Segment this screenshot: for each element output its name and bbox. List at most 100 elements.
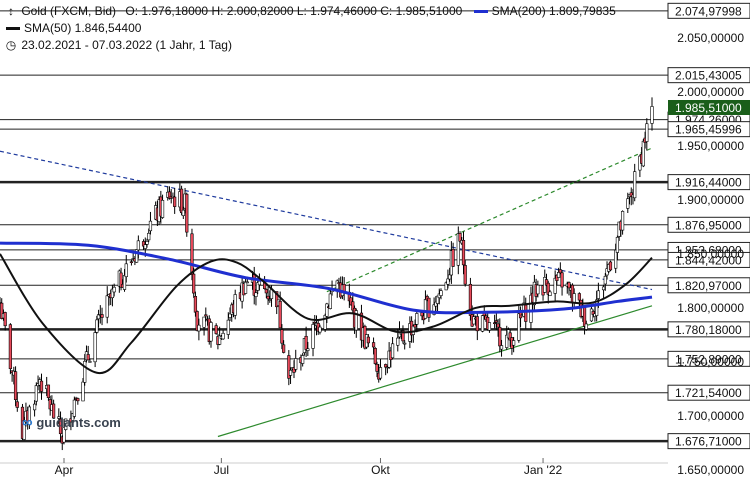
candle-body bbox=[209, 322, 213, 342]
candle-body bbox=[493, 322, 497, 325]
candle-body bbox=[325, 303, 329, 317]
candle-body bbox=[626, 198, 630, 209]
candle-body bbox=[185, 193, 189, 233]
candle-body bbox=[193, 296, 198, 313]
sma50-legend-icon bbox=[6, 27, 20, 31]
candle-body bbox=[553, 277, 557, 294]
candle-body bbox=[468, 283, 473, 316]
candle-body bbox=[181, 209, 185, 216]
level-label-box bbox=[667, 174, 750, 191]
candle-body bbox=[64, 418, 68, 430]
candle-body bbox=[112, 286, 116, 293]
candle-body bbox=[282, 344, 286, 353]
candle-body bbox=[306, 348, 310, 351]
candle-body bbox=[58, 418, 63, 435]
candle-body bbox=[278, 300, 282, 329]
candle-body bbox=[275, 291, 279, 308]
sma200-line bbox=[0, 241, 653, 315]
level-label-box bbox=[667, 2, 750, 19]
candle-body bbox=[105, 295, 109, 318]
level-label-box bbox=[667, 433, 750, 450]
candle-body bbox=[100, 314, 104, 318]
candle-body bbox=[505, 334, 509, 348]
candle-body bbox=[373, 348, 377, 364]
clock-icon: ◷ bbox=[5, 38, 17, 52]
candle-body bbox=[499, 345, 504, 350]
candle-body bbox=[546, 282, 550, 295]
guidants-logo: ∞ guidants.com bbox=[22, 414, 121, 431]
candle-body bbox=[257, 280, 262, 286]
candle-body bbox=[8, 324, 12, 369]
level-label: 1.780,18000 bbox=[675, 323, 742, 337]
candle-body bbox=[608, 261, 613, 271]
candle-body bbox=[558, 269, 562, 274]
candle-body bbox=[448, 274, 452, 280]
candle-body bbox=[83, 360, 87, 383]
candle-body bbox=[76, 398, 80, 402]
candle-body bbox=[93, 332, 97, 363]
candle-body bbox=[390, 343, 395, 359]
candle-body bbox=[427, 297, 431, 318]
candle-body bbox=[243, 281, 248, 294]
candle-body bbox=[498, 327, 502, 347]
candle-body bbox=[221, 332, 225, 340]
y-tick-label: 1.900,00000 bbox=[677, 193, 744, 207]
level-label: 1.752,89000 bbox=[675, 352, 742, 366]
candle-body bbox=[148, 220, 153, 232]
candle-body bbox=[567, 282, 571, 289]
candle-body bbox=[411, 325, 415, 335]
candle-body bbox=[615, 237, 620, 253]
ohlc-values: O: 1.976,18000 H: 2.000,82000 L: 1.974,4… bbox=[125, 4, 463, 18]
level-label: 1.721,54000 bbox=[675, 386, 742, 400]
level-label-box bbox=[667, 350, 750, 367]
candle-body bbox=[475, 316, 479, 332]
candle-body bbox=[508, 332, 512, 341]
candle-body bbox=[39, 380, 44, 392]
candle-body bbox=[548, 291, 552, 297]
candle-body bbox=[294, 358, 298, 370]
candle-body bbox=[396, 337, 400, 346]
candle-body bbox=[301, 355, 305, 364]
candle-body bbox=[52, 403, 56, 419]
level-label: 1.965,45996 bbox=[675, 123, 742, 137]
candle-body bbox=[596, 290, 600, 299]
candle-body bbox=[287, 355, 291, 379]
candle-body bbox=[124, 263, 128, 278]
candle-body bbox=[423, 299, 428, 319]
candle-body bbox=[218, 335, 222, 345]
candle-body bbox=[354, 310, 358, 331]
candle-body bbox=[214, 325, 218, 334]
candle-body bbox=[266, 295, 270, 300]
candle-body bbox=[603, 275, 607, 285]
candles bbox=[0, 97, 654, 451]
level-label: 1.916,44000 bbox=[675, 176, 742, 190]
candle-body bbox=[245, 281, 249, 284]
candle-body bbox=[145, 241, 149, 245]
candle-body bbox=[641, 140, 645, 167]
candle-body bbox=[88, 361, 92, 363]
candle-body bbox=[95, 319, 99, 333]
sma50-line bbox=[0, 253, 653, 374]
candle-body bbox=[524, 304, 528, 322]
header-row-2: SMA(50) 1.846,54400 bbox=[4, 21, 141, 35]
candle-body bbox=[160, 200, 165, 218]
last-price-label: 1.985,51000 bbox=[675, 101, 742, 115]
logo-text: guidants.com bbox=[36, 415, 121, 430]
candle-body bbox=[204, 314, 208, 317]
candle-body bbox=[288, 369, 293, 376]
y-tick-label: 2.000,00000 bbox=[677, 85, 744, 99]
x-tick-label: Okt bbox=[371, 463, 390, 477]
trendline-dashed-blue bbox=[0, 150, 653, 291]
candle-body bbox=[401, 330, 405, 342]
x-axis: Apr Jul Okt Jan '22 bbox=[0, 458, 668, 477]
candle-body bbox=[496, 323, 500, 328]
trendline-green bbox=[217, 305, 653, 438]
x-tick-label: Apr bbox=[55, 463, 74, 477]
level-label: 1.844,42000 bbox=[675, 253, 742, 267]
y-tick-label: 1.750,00000 bbox=[677, 355, 744, 369]
level-label: 2.074,97998 bbox=[675, 4, 742, 18]
level-label-box bbox=[667, 121, 750, 138]
candle-body bbox=[371, 342, 376, 348]
candle-body bbox=[192, 273, 196, 294]
candle-body bbox=[179, 188, 184, 214]
